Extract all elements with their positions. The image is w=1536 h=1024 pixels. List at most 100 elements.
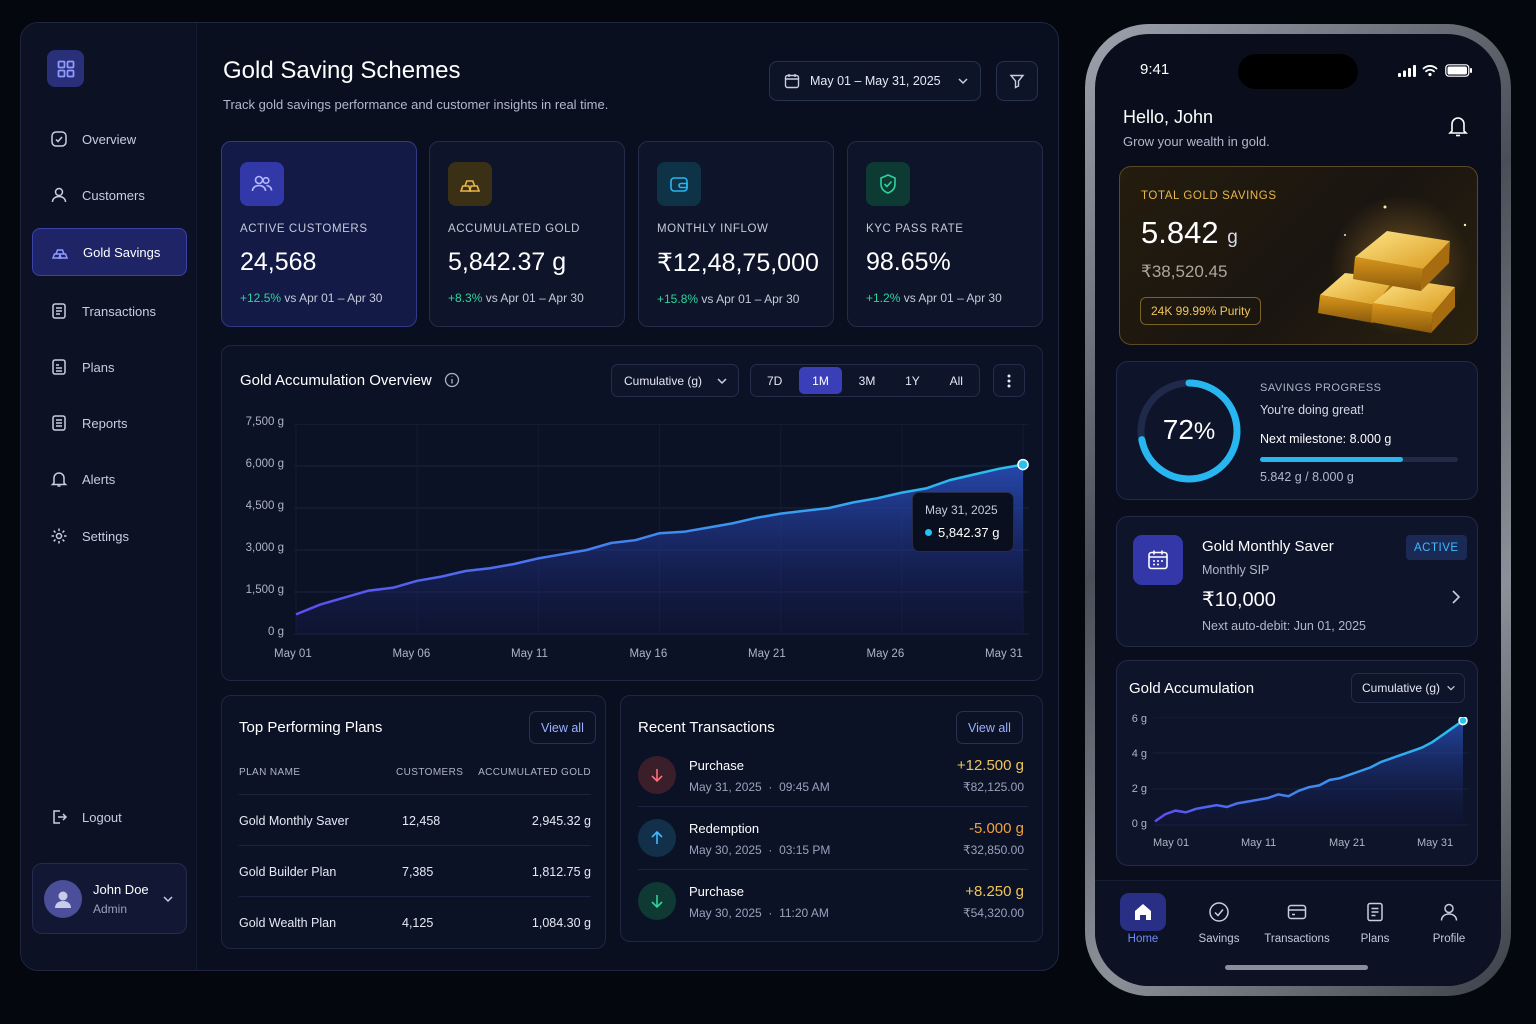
recent-transactions-card: Recent Transactions View all Purchase Ma… — [620, 695, 1043, 942]
sip-plan-card[interactable]: Gold Monthly Saver Monthly SIP ₹10,000 N… — [1116, 516, 1478, 647]
transactions-view-all-button[interactable]: View all — [956, 711, 1023, 744]
series-line — [1154, 719, 1464, 823]
tab-label: Savings — [1198, 933, 1240, 945]
tab-label: Transactions — [1264, 933, 1330, 945]
x-tick-label: May 11 — [1241, 837, 1277, 849]
sidebar-item-label: Overview — [82, 131, 137, 147]
range-segmented-control: 7D 1M 3M 1Y All — [750, 364, 980, 397]
plan-gold: 1,084.30 g — [531, 916, 591, 930]
more-options-button[interactable] — [993, 364, 1025, 397]
range-1m[interactable]: 1M — [799, 367, 842, 394]
accumulation-area-chart — [294, 424, 1029, 635]
tx-icon-wrap — [638, 756, 676, 794]
sidebar-item-alerts[interactable]: Alerts — [32, 455, 187, 503]
x-tick-label: May 01 — [274, 648, 312, 660]
tab-home[interactable]: Home — [1108, 893, 1178, 945]
mode-select[interactable]: Cumulative (g) — [611, 364, 739, 397]
arrow-up-icon — [651, 830, 663, 844]
tab-icon-wrap — [1426, 893, 1472, 931]
kpi-label: MONTHLY INFLOW — [657, 223, 769, 235]
date-range-picker[interactable]: May 01 – May 31, 2025 — [769, 61, 981, 101]
user-role: Admin — [93, 901, 128, 916]
sidebar-item-settings[interactable]: Settings — [32, 512, 187, 560]
home-indicator — [1225, 965, 1368, 970]
y-tick-label: 4,500 g — [245, 500, 284, 512]
total-gold-inr: ₹38,520.45 — [1141, 262, 1228, 281]
range-7d[interactable]: 7D — [767, 373, 783, 388]
tab-transactions[interactable]: Transactions — [1262, 893, 1332, 945]
users-icon — [251, 175, 273, 192]
phone-mode-select[interactable]: Cumulative (g) — [1351, 673, 1465, 703]
battery-icon — [1445, 64, 1472, 77]
plan-name: Gold Monthly Saver — [239, 814, 349, 828]
sidebar-item-transactions[interactable]: Transactions — [32, 287, 187, 335]
sip-type: Monthly SIP — [1202, 563, 1270, 577]
y-tick-label: 7,500 g — [245, 416, 284, 428]
plan-name: Gold Builder Plan — [239, 865, 337, 879]
kpi-value: ₹12,48,75,000 — [657, 249, 819, 277]
sidebar-item-label: Reports — [82, 415, 128, 431]
sidebar-item-label: Gold Savings — [83, 244, 161, 260]
total-gold-savings-card[interactable]: TOTAL GOLD SAVINGS 5.842 g ₹38,520.45 24… — [1119, 166, 1478, 345]
column-header-customers: CUSTOMERS — [396, 767, 464, 778]
user-icon — [1440, 903, 1458, 921]
progress-ratio: 5.842 g / 8.000 g — [1260, 470, 1354, 484]
tab-icon-wrap — [1352, 893, 1398, 931]
divider — [239, 896, 591, 897]
tab-plans[interactable]: Plans — [1340, 893, 1410, 945]
user-card[interactable]: John Doe Admin — [32, 863, 187, 934]
tab-savings[interactable]: Savings — [1184, 893, 1254, 945]
logout-button[interactable]: Logout — [32, 793, 187, 841]
sidebar-item-reports[interactable]: Reports — [32, 399, 187, 447]
shield-check-icon — [880, 174, 896, 194]
y-tick-label: 1,500 g — [245, 584, 284, 596]
sidebar-item-customers[interactable]: Customers — [32, 171, 187, 219]
tab-icon-wrap — [1196, 893, 1242, 931]
arrow-down-icon — [651, 895, 663, 909]
sidebar-item-plans[interactable]: Plans — [32, 343, 187, 391]
dynamic-island — [1238, 54, 1358, 89]
total-gold-value: 5.842 g — [1141, 215, 1238, 250]
chevron-right-icon[interactable] — [1450, 589, 1462, 605]
tx-amount: +8.250 g — [965, 883, 1024, 900]
info-icon[interactable] — [444, 372, 460, 388]
avatar — [44, 879, 82, 918]
home-icon — [1135, 904, 1151, 920]
sidebar-item-gold-savings[interactable]: Gold Savings — [32, 228, 187, 276]
status-badge: ACTIVE — [1406, 535, 1467, 560]
bell-icon — [50, 472, 68, 487]
tab-profile[interactable]: Profile — [1414, 893, 1484, 945]
savings-progress-card[interactable]: 72% SAVINGS PROGRESS You're doing great!… — [1116, 361, 1478, 500]
app-logo[interactable] — [47, 50, 84, 87]
chevron-down-icon — [1447, 685, 1455, 691]
divider — [638, 806, 1028, 807]
y-tick-label: 6,000 g — [245, 458, 284, 470]
progress-ring-fill — [1137, 379, 1241, 483]
gold-bars-illustration — [1318, 195, 1470, 335]
sip-next-debit: Next auto-debit: Jun 01, 2025 — [1202, 619, 1367, 633]
user-name: John Doe — [93, 881, 149, 897]
chevron-down-icon[interactable] — [162, 893, 174, 905]
y-tick-label: 0 g — [1131, 818, 1147, 830]
tab-label: Plans — [1360, 933, 1390, 945]
tx-amount: -5.000 g — [968, 820, 1024, 837]
divider — [638, 869, 1028, 870]
bell-icon[interactable] — [1447, 114, 1469, 138]
x-tick-label: May 16 — [629, 648, 668, 660]
range-3m[interactable]: 3M — [858, 373, 876, 388]
filter-button[interactable] — [996, 61, 1038, 101]
sidebar: Overview Customers Gold Savings Transact… — [21, 23, 197, 970]
plan-name: Gold Wealth Plan — [239, 916, 337, 930]
sidebar-item-label: Plans — [82, 359, 115, 375]
purity-badge: 24K 99.99% Purity — [1140, 297, 1262, 325]
kpi-icon-wrap — [448, 162, 492, 206]
column-header-accumulated-gold: ACCUMULATED GOLD — [478, 767, 591, 778]
range-1y[interactable]: 1Y — [905, 373, 920, 388]
range-all[interactable]: All — [949, 373, 963, 388]
tx-inr: ₹82,125.00 — [962, 780, 1024, 794]
top-plans-view-all-button[interactable]: View all — [529, 711, 596, 744]
tx-type: Purchase — [689, 884, 744, 899]
sidebar-item-overview[interactable]: Overview — [32, 115, 187, 163]
report-icon — [52, 415, 66, 431]
wifi-icon — [1422, 65, 1438, 77]
